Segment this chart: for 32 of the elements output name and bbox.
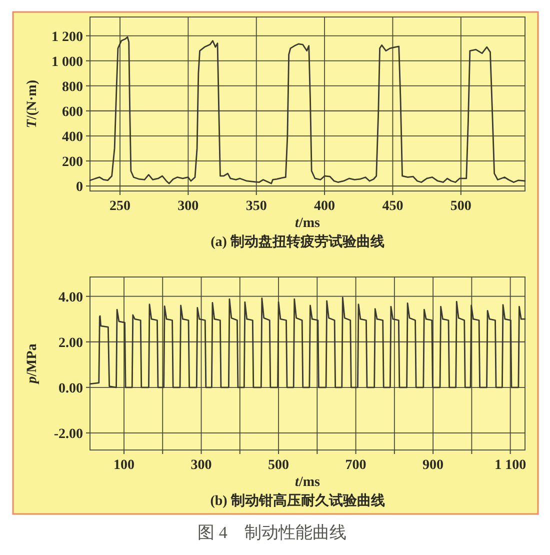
x-tick-label: 1 100 — [494, 458, 526, 473]
text: (a) 制动盘扭转疲劳试验曲线 — [210, 233, 384, 250]
x-tick-label: 300 — [190, 458, 212, 473]
x-tick-label: 400 — [314, 199, 336, 214]
x-tick-label: 250 — [110, 199, 130, 214]
y-axis-title: p/MPa — [25, 344, 40, 384]
x-tick-label: 100 — [113, 458, 134, 473]
y-tick-label: 0.00 — [58, 381, 83, 396]
y-tick-label: -2.00 — [54, 426, 83, 442]
line-series — [89, 36, 526, 184]
x-tick-label: 300 — [178, 199, 199, 214]
y-tick-label: 600 — [62, 104, 83, 120]
y-tick-label: 400 — [62, 130, 83, 145]
caption: 图 4 制动性能曲线 — [198, 523, 346, 542]
x-tick-label: 450 — [382, 199, 404, 214]
x-tick-label: 500 — [268, 458, 290, 473]
y-tick-label: 200 — [62, 154, 83, 170]
y-tick-label: 800 — [62, 80, 83, 95]
x-tick-label: 500 — [450, 199, 472, 214]
y-tick-label: 4.00 — [58, 290, 83, 306]
x-axis-title: t/ms — [295, 216, 320, 231]
x-tick-label: 350 — [246, 199, 267, 214]
x-axis-title: t/ms — [295, 475, 320, 490]
y-tick-label: 2.00 — [58, 336, 83, 351]
y-tick-label: 1 000 — [52, 54, 83, 70]
y-tick-label: 0 — [76, 180, 83, 195]
y-axis-title: T/(N·m) — [25, 80, 40, 128]
x-tick-label: 700 — [345, 458, 366, 473]
text: (b) 制动钳高压耐久试验曲线 — [210, 492, 385, 509]
line-series — [89, 296, 526, 388]
x-tick-label: 900 — [422, 458, 444, 473]
y-tick-label: 1 200 — [52, 30, 83, 45]
